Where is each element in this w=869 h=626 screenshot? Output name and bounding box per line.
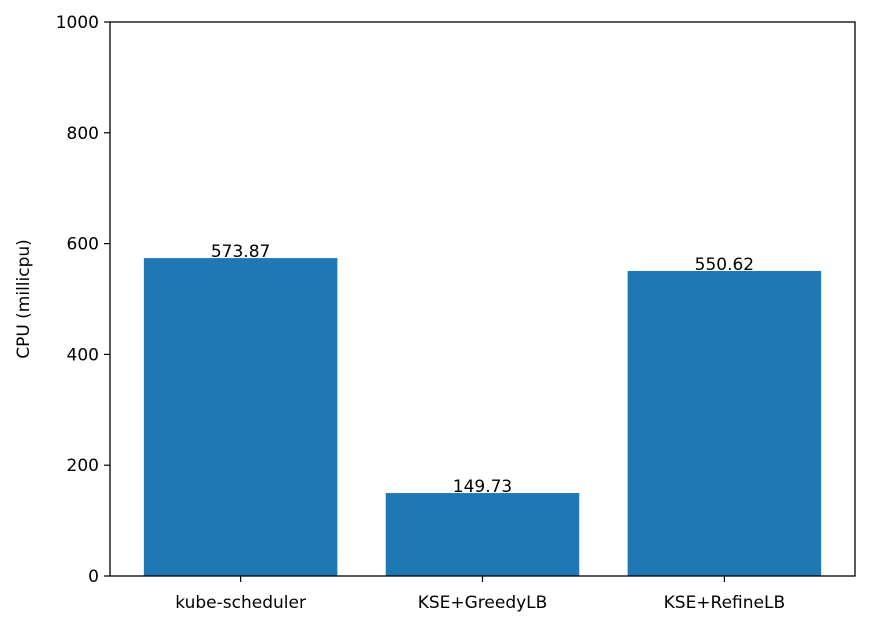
y-tick-label: 800 <box>67 124 99 144</box>
bars-group <box>143 258 822 576</box>
y-tick-label: 0 <box>88 567 99 587</box>
bar-labels-group: 573.87 149.73 550.62 <box>211 242 754 497</box>
x-axis-ticks: kube-scheduler KSE+GreedyLB KSE+RefineLB <box>175 576 785 613</box>
x-tick-label: KSE+GreedyLB <box>418 593 548 613</box>
x-tick-label: KSE+RefineLB <box>664 593 786 613</box>
bar-value-label: 573.87 <box>211 242 270 262</box>
plot-frame <box>109 21 856 577</box>
y-tick-label: 400 <box>67 345 99 365</box>
y-tick-label: 600 <box>67 235 99 255</box>
y-tick-label: 200 <box>67 456 99 476</box>
bar-value-label: 550.62 <box>695 255 754 275</box>
y-tick-label: 1000 <box>56 13 99 33</box>
bar-value-label: 149.73 <box>453 477 512 497</box>
bar-kube-scheduler <box>143 258 338 576</box>
y-axis-label: CPU (millicpu) <box>14 239 34 359</box>
y-axis-ticks: 0 200 400 600 800 1000 <box>56 13 110 587</box>
bar-kse-refinelb <box>627 270 822 576</box>
bar-kse-greedylb <box>385 493 580 576</box>
x-tick-label: kube-scheduler <box>175 593 306 613</box>
